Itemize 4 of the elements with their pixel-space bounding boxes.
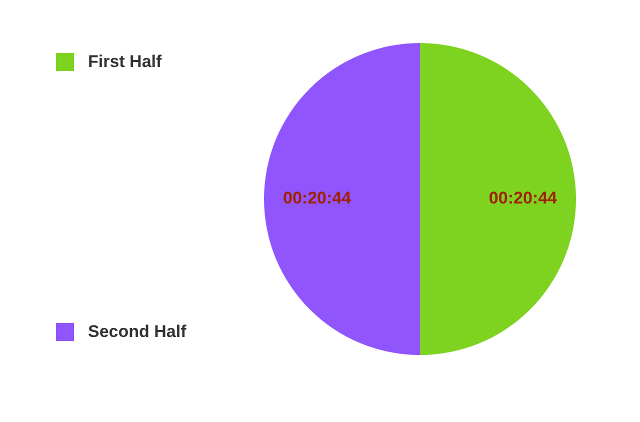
data-label: 00:20:44 (283, 188, 352, 208)
data-label: 00:20:44 (488, 188, 558, 208)
legend-label: First Half (88, 52, 162, 72)
legend-label: Second Half (88, 322, 186, 342)
